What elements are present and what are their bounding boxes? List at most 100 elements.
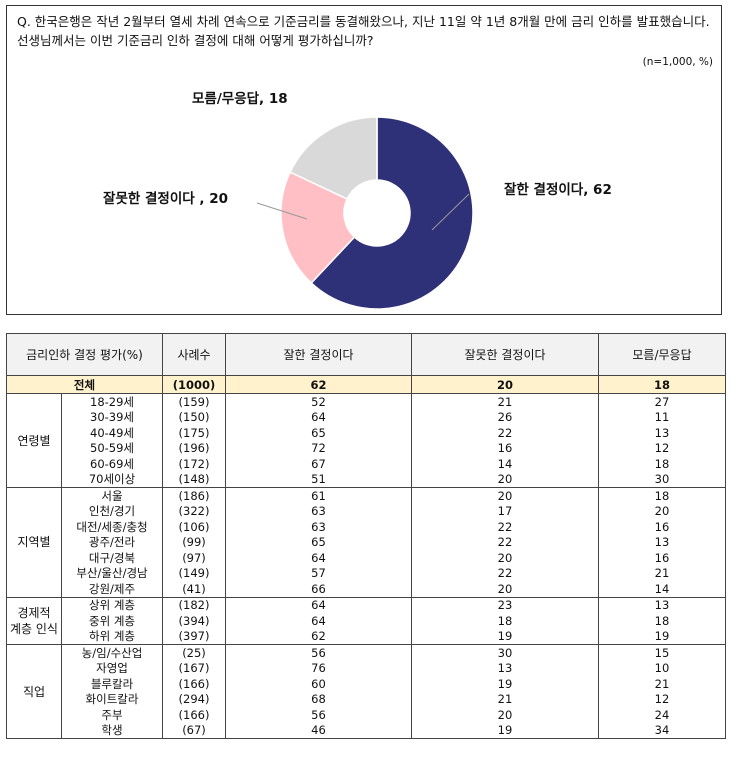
table-row: 블루칼라 (166) 60 19 21 bbox=[7, 676, 726, 692]
dk-value: 24 bbox=[598, 707, 726, 723]
bad-value: 30 bbox=[411, 644, 599, 661]
group-label: 지역별 bbox=[6, 487, 62, 598]
total-dk: 18 bbox=[598, 375, 726, 394]
sample-size: (25) bbox=[162, 644, 226, 661]
bad-value: 19 bbox=[411, 676, 599, 692]
good-value: 64 bbox=[225, 409, 412, 425]
table-row: 자영업 (167) 76 13 10 bbox=[7, 660, 726, 676]
table-row: 연령별 18-29세 (159) 52 21 27 bbox=[6, 393, 726, 488]
table-row: 지역별 서울 (186) 61 20 18 bbox=[6, 487, 726, 598]
dk-value: 15 bbox=[598, 644, 726, 661]
sample-size: (294) bbox=[162, 691, 226, 707]
dk-value: 19 bbox=[598, 628, 726, 645]
good-value: 46 bbox=[225, 722, 412, 739]
dk-value: 30 bbox=[598, 471, 726, 488]
sample-size: (196) bbox=[162, 440, 226, 456]
subgroup-label: 중위 계층 bbox=[61, 613, 163, 629]
subgroup-label: 농/임/수산업 bbox=[61, 644, 163, 661]
good-value: 65 bbox=[225, 534, 412, 550]
bad-value: 13 bbox=[411, 660, 599, 676]
good-value: 62 bbox=[225, 628, 412, 645]
good-value: 64 bbox=[225, 613, 412, 629]
good-value: 63 bbox=[225, 503, 412, 519]
good-value: 57 bbox=[225, 565, 412, 581]
total-row: 전체 (1000) 62 20 18 bbox=[6, 375, 726, 394]
subgroup-label: 상위 계층 bbox=[61, 597, 163, 613]
dk-value: 21 bbox=[598, 676, 726, 692]
subgroup-label: 50-59세 bbox=[61, 440, 163, 456]
question-text: Q. 한국은행은 작년 2월부터 열세 차례 연속으로 기준금리를 동결해왔으나… bbox=[17, 14, 710, 48]
sample-size: (394) bbox=[162, 613, 226, 629]
bad-value: 22 bbox=[411, 425, 599, 441]
table-row: 학생 (67) 46 19 34 bbox=[7, 722, 726, 739]
slice-label: 잘못한 결정이다 , 20 bbox=[103, 190, 228, 207]
total-label: 전체 bbox=[6, 375, 163, 394]
sample-size: (167) bbox=[162, 660, 226, 676]
table-row: 70세이상 (148) 51 20 30 bbox=[7, 471, 726, 488]
leader-line bbox=[431, 193, 470, 231]
bad-value: 20 bbox=[411, 487, 599, 504]
sample-size: (106) bbox=[162, 519, 226, 535]
total-n: (1000) bbox=[162, 375, 226, 394]
header-good: 잘한 결정이다 bbox=[225, 333, 412, 376]
table-row: 직업 농/임/수산업 (25) 56 30 15 bbox=[6, 644, 726, 739]
results-table: 금리인하 결정 평가(%) 사례수 잘한 결정이다 잘못한 결정이다 모름/무응… bbox=[6, 333, 726, 739]
table-row: 부산/울산/경남 (149) 57 22 21 bbox=[7, 565, 726, 581]
slice-dk bbox=[289, 116, 378, 200]
sample-size: (166) bbox=[162, 707, 226, 723]
bad-value: 22 bbox=[411, 519, 599, 535]
subgroup-label: 부산/울산/경남 bbox=[61, 565, 163, 581]
table-row: 화이트칼라 (294) 68 21 12 bbox=[7, 691, 726, 707]
good-value: 68 bbox=[225, 691, 412, 707]
table-row: 강원/제주 (41) 66 20 14 bbox=[7, 581, 726, 598]
table-row: 광주/전라 (99) 65 22 13 bbox=[7, 534, 726, 550]
bad-value: 23 bbox=[411, 597, 599, 613]
bad-value: 16 bbox=[411, 440, 599, 456]
table-row: 대구/경북 (97) 64 20 16 bbox=[7, 550, 726, 566]
header-n: 사례수 bbox=[162, 333, 226, 376]
group-label: 연령별 bbox=[6, 393, 62, 488]
dk-value: 16 bbox=[598, 550, 726, 566]
donut-chart: 잘한 결정이다, 62 잘못한 결정이다 , 20 모름/무응답, 18 bbox=[103, 90, 612, 310]
dk-value: 14 bbox=[598, 581, 726, 598]
bad-value: 22 bbox=[411, 534, 599, 550]
sample-size: (175) bbox=[162, 425, 226, 441]
good-value: 67 bbox=[225, 456, 412, 472]
bad-value: 19 bbox=[411, 722, 599, 739]
dk-value: 18 bbox=[598, 613, 726, 629]
bad-value: 18 bbox=[411, 613, 599, 629]
subgroup-label: 블루칼라 bbox=[61, 676, 163, 692]
slice-label: 잘한 결정이다, 62 bbox=[504, 181, 612, 198]
header-category: 금리인하 결정 평가(%) bbox=[6, 333, 163, 376]
sample-size: (322) bbox=[162, 503, 226, 519]
table-row: 대전/세종/충청 (106) 63 22 16 bbox=[7, 519, 726, 535]
dk-value: 27 bbox=[598, 393, 726, 410]
subgroup-label: 하위 계층 bbox=[61, 628, 163, 645]
subgroup-label: 인천/경기 bbox=[61, 503, 163, 519]
dk-value: 21 bbox=[598, 565, 726, 581]
chart-panel: Q. 한국은행은 작년 2월부터 열세 차례 연속으로 기준금리를 동결해왔으나… bbox=[6, 5, 722, 315]
dk-value: 18 bbox=[598, 456, 726, 472]
subgroup-label: 30-39세 bbox=[61, 409, 163, 425]
good-value: 63 bbox=[225, 519, 412, 535]
group-label: 직업 bbox=[6, 644, 62, 739]
bad-value: 20 bbox=[411, 471, 599, 488]
subgroup-label: 자영업 bbox=[61, 660, 163, 676]
dk-value: 34 bbox=[598, 722, 726, 739]
good-value: 64 bbox=[225, 597, 412, 613]
good-value: 56 bbox=[225, 707, 412, 723]
sample-size: (149) bbox=[162, 565, 226, 581]
good-value: 60 bbox=[225, 676, 412, 692]
good-value: 56 bbox=[225, 644, 412, 661]
bad-value: 26 bbox=[411, 409, 599, 425]
subgroup-label: 학생 bbox=[61, 722, 163, 739]
dk-value: 12 bbox=[598, 440, 726, 456]
dk-value: 16 bbox=[598, 519, 726, 535]
sample-size: (99) bbox=[162, 534, 226, 550]
sample-size: (186) bbox=[162, 487, 226, 504]
subgroup-label: 대구/경북 bbox=[61, 550, 163, 566]
table-row: 하위 계층 (397) 62 19 19 bbox=[7, 628, 726, 645]
subgroup-label: 광주/전라 bbox=[61, 534, 163, 550]
table-row: 인천/경기 (322) 63 17 20 bbox=[7, 503, 726, 519]
sample-size: (67) bbox=[162, 722, 226, 739]
